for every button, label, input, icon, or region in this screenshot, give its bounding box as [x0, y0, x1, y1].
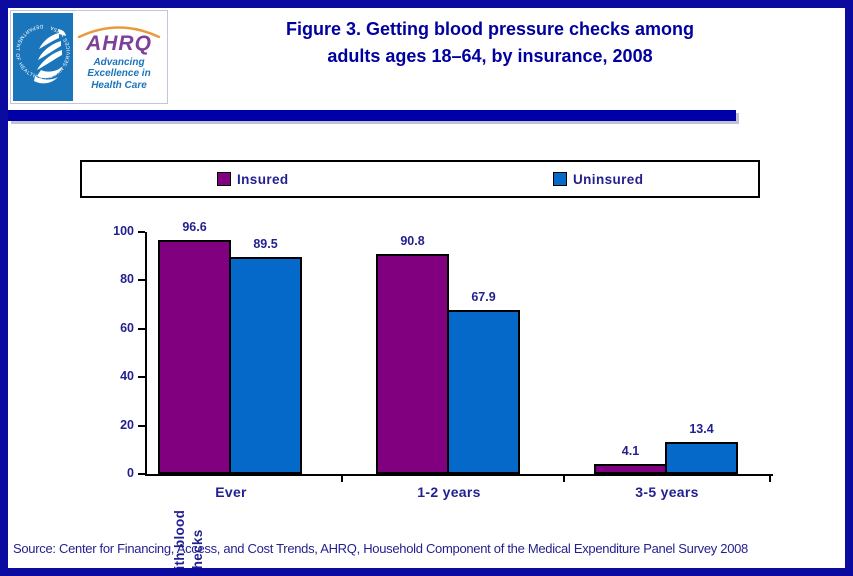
legend-item-uninsured: Uninsured	[553, 162, 643, 196]
category-label: Ever	[215, 484, 247, 500]
y-tick-mark	[138, 424, 145, 427]
x-tick-mark	[563, 476, 565, 482]
bar-uninsured-ever	[229, 257, 302, 474]
y-tick-mark	[138, 231, 145, 233]
figure-title-line2: adults ages 18–64, by insurance, 2008	[327, 46, 653, 66]
category-label: 1-2 years	[417, 484, 481, 500]
hhs-eagle-icon: DEPARTMENT OF HEALTH & HUMAN SERVICES • …	[14, 23, 71, 84]
bar-insured-ever	[158, 240, 231, 474]
title-divider-bar	[8, 110, 736, 121]
y-tick-label: 20	[120, 417, 134, 432]
y-tick-label: 100	[113, 224, 134, 238]
value-label: 67.9	[471, 290, 496, 304]
bar-uninsured-1-2-years	[447, 310, 520, 474]
ahrq-tagline: Advancing Excellence in Health Care	[87, 56, 151, 91]
value-label: 90.8	[400, 234, 425, 248]
bar-uninsured-3-5-years	[665, 442, 738, 474]
y-tick-mark	[138, 279, 145, 282]
insured-swatch-icon	[217, 172, 231, 186]
value-label: 96.6	[182, 220, 207, 234]
y-tick-label: 60	[120, 320, 134, 335]
value-label: 89.5	[253, 237, 278, 251]
y-tick-mark	[138, 473, 145, 475]
y-tick-mark	[138, 376, 145, 379]
logo-arc-icon	[77, 26, 161, 38]
ahrq-acronym: AHRQ	[86, 31, 152, 55]
ahrq-wordmark: AHRQ Advancing Excellence in Health Care	[73, 13, 165, 101]
bar-insured-1-2-years	[376, 254, 449, 474]
uninsured-swatch-icon	[553, 172, 567, 186]
y-tick-label: 0	[127, 466, 134, 480]
source-note: Source: Center for Financing, Access, an…	[13, 541, 748, 556]
bar-insured-3-5-years	[594, 464, 667, 474]
x-tick-mark	[341, 476, 343, 482]
figure-title: Figure 3. Getting blood pressure checks …	[180, 16, 800, 70]
ahrq-logo: DEPARTMENT OF HEALTH & HUMAN SERVICES • …	[10, 10, 168, 104]
legend-label-uninsured: Uninsured	[573, 171, 644, 187]
y-tick-label: 40	[120, 369, 134, 384]
x-tick-mark	[769, 476, 771, 482]
chart-legend: Insured Uninsured	[80, 160, 760, 198]
legend-label-insured: Insured	[237, 171, 289, 187]
y-axis-title: Percentage with blood pressure checks	[171, 465, 207, 576]
value-label: 13.4	[689, 422, 714, 436]
category-label: 3-5 years	[635, 484, 699, 500]
y-tick-mark	[138, 327, 145, 330]
value-label: 4.1	[621, 444, 640, 458]
y-tick-label: 80	[120, 272, 134, 287]
hhs-seal: DEPARTMENT OF HEALTH & HUMAN SERVICES • …	[13, 13, 73, 101]
figure-title-line1: Figure 3. Getting blood pressure checks …	[285, 19, 695, 39]
plot-area: Percentage with blood pressure checks 96…	[113, 220, 773, 576]
legend-item-insured: Insured	[217, 162, 289, 196]
